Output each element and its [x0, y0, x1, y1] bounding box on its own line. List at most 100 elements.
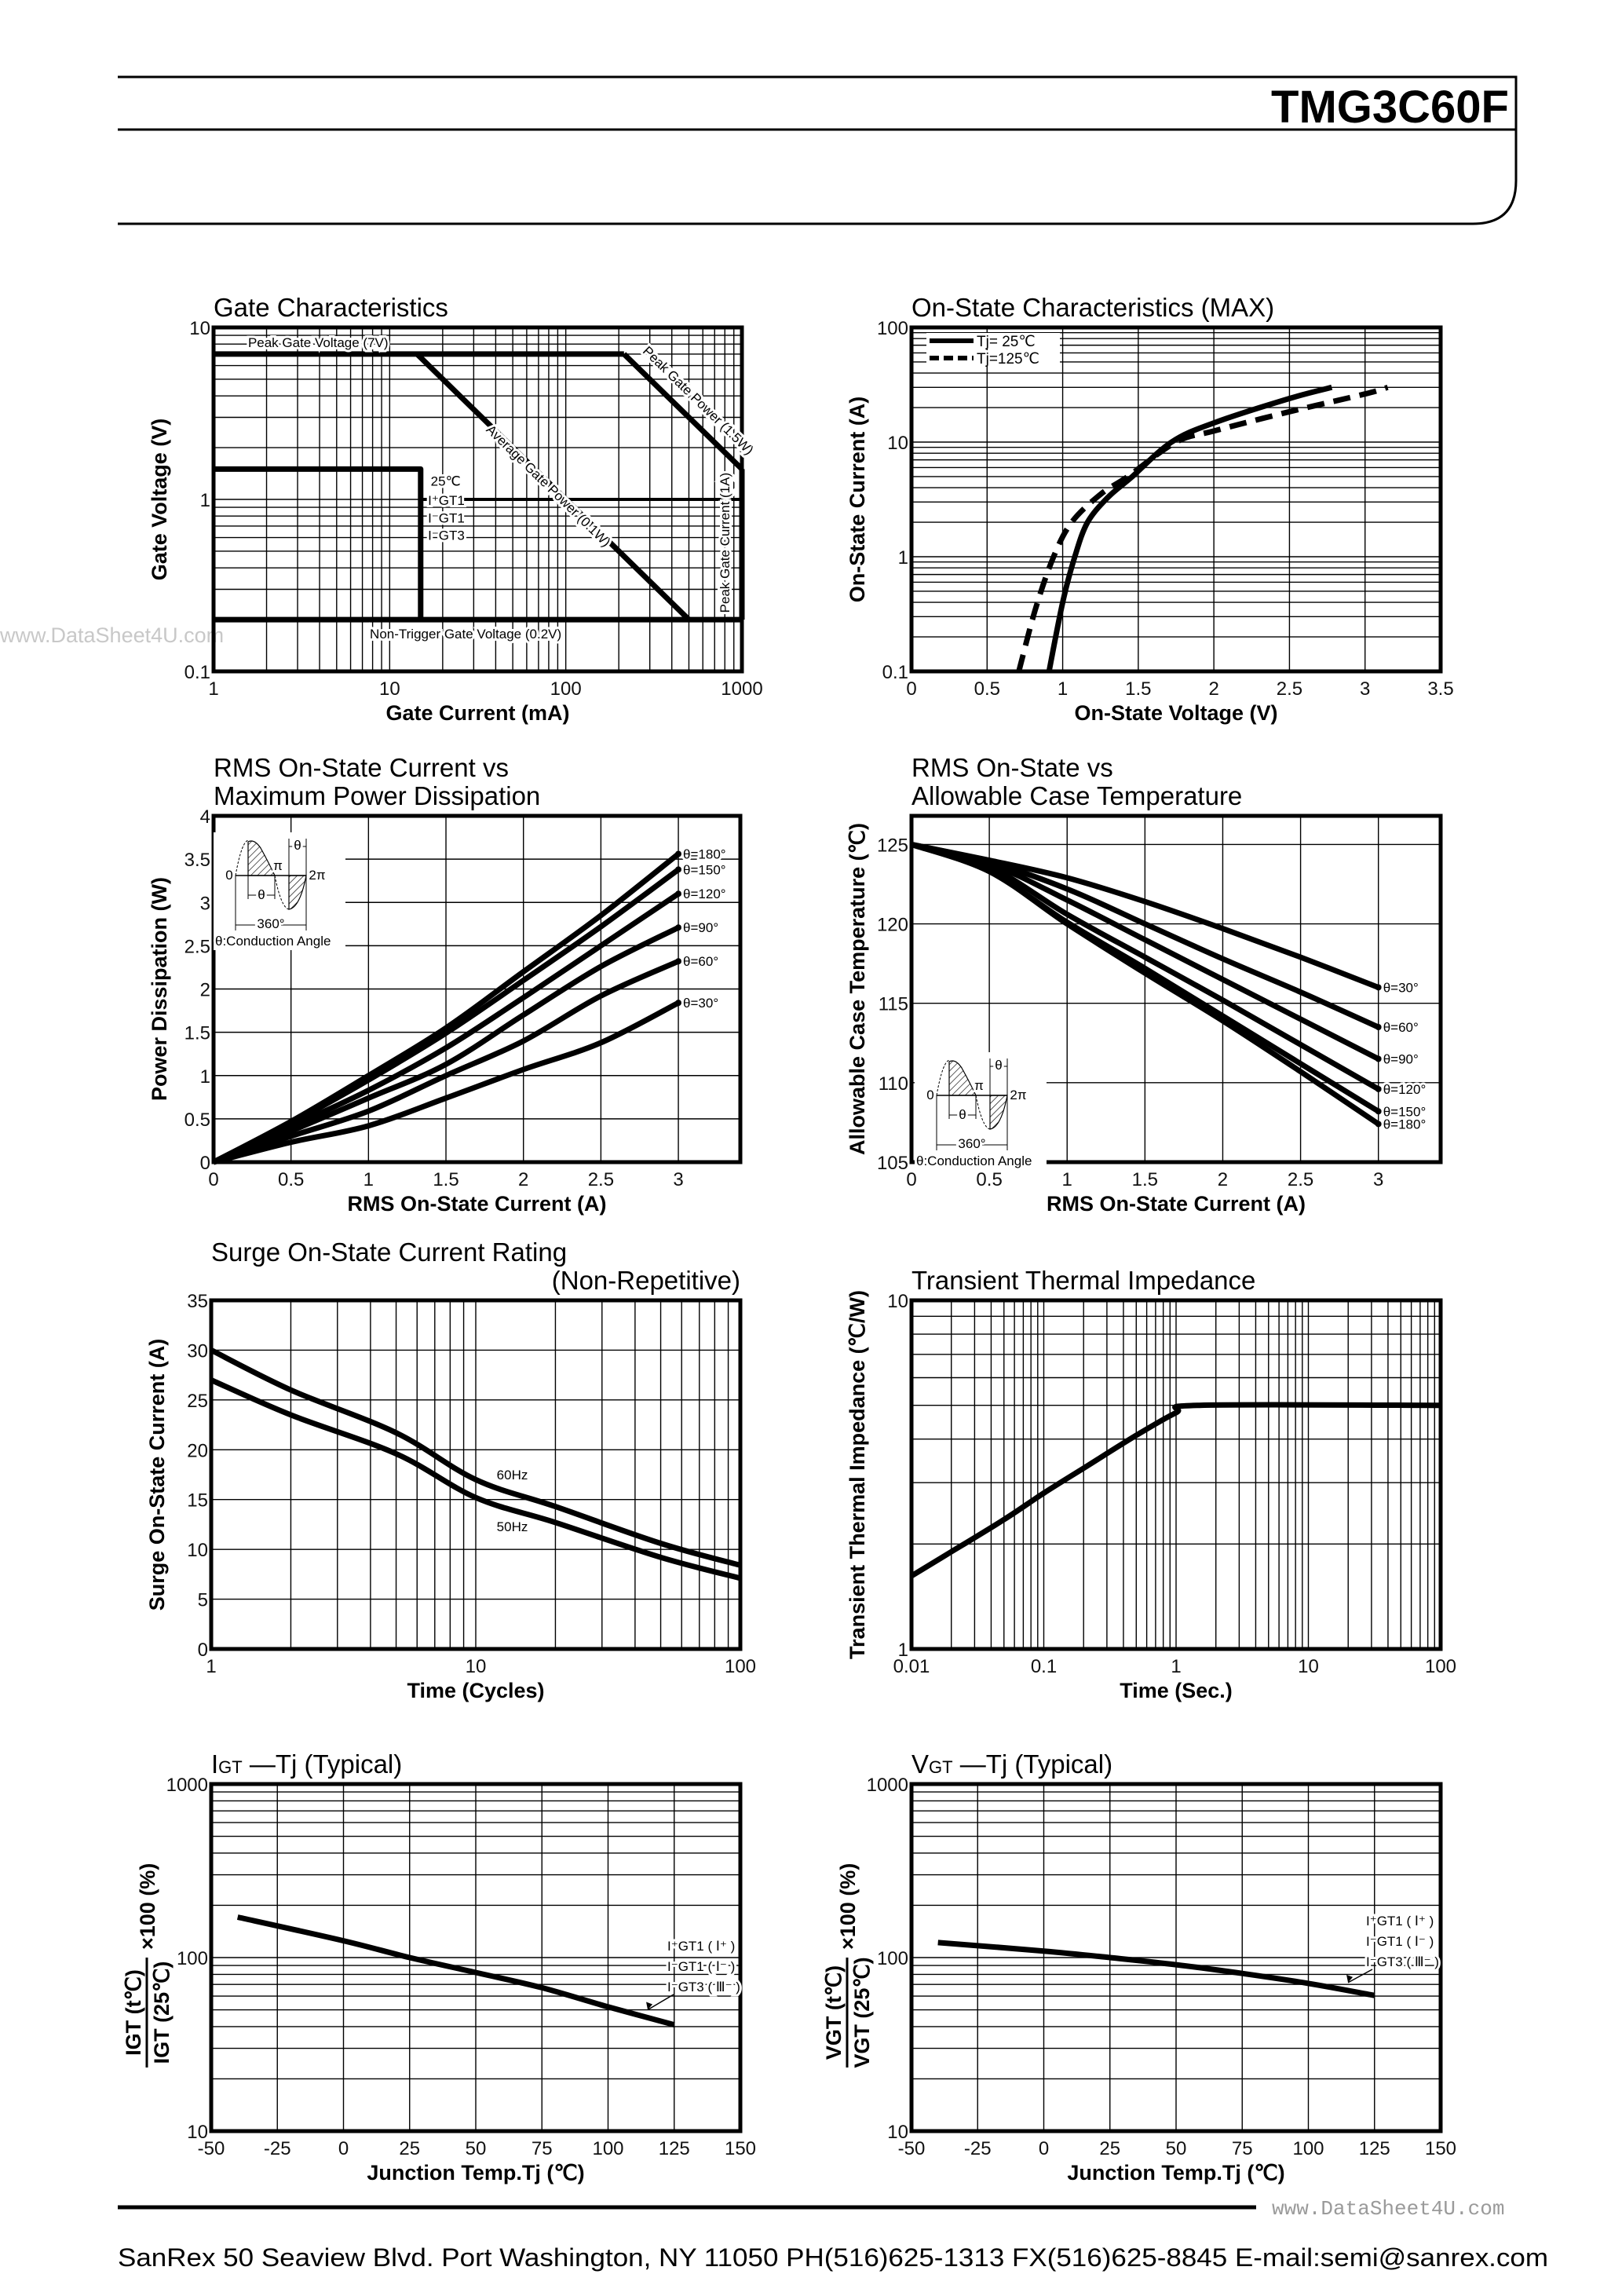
- chart-title: (Non-Repetitive): [552, 1266, 740, 1295]
- series-line: [1046, 384, 1333, 672]
- x-tick-label: 0: [338, 2138, 349, 2159]
- y-tick-label: 110: [879, 1073, 908, 1095]
- arrow-head: [1346, 1974, 1353, 1983]
- header-frame: TMG3C60F: [118, 75, 1518, 225]
- x-tick-label: 50: [1166, 2138, 1187, 2159]
- chart-6: IGT —Tj (Typical) -50 -25 0 25 50 75 100 125 150 1…: [122, 1749, 756, 2184]
- y-tick-label: 1: [898, 547, 908, 569]
- grid: [211, 1784, 740, 2131]
- x-tick-label: 3: [1373, 1169, 1383, 1190]
- series-label: θ=150°: [683, 862, 726, 877]
- y-tick-label: 4: [200, 806, 210, 828]
- x-tick-label: 100: [592, 2138, 623, 2159]
- x-tick-label: 100: [1292, 2138, 1324, 2159]
- series-end-marker: [675, 890, 682, 898]
- y-label-denominator: VGT (25℃): [850, 1957, 874, 2067]
- series-label: θ=90°: [683, 920, 718, 935]
- diagram-label: θ: [959, 1107, 966, 1122]
- y-tick-label: 15: [187, 1490, 208, 1512]
- series-line: [910, 842, 1380, 1127]
- plot-frame: [909, 1782, 1443, 2133]
- legend-label: I⁺GT1 ( Ⅰ⁺ ): [667, 1939, 735, 1954]
- x-tick-label: 10: [1298, 1656, 1319, 1677]
- grid: [911, 1300, 1441, 1649]
- y-axis-label: IGT (t℃) IGT (25℃) ×100 (%): [122, 1863, 174, 2067]
- y-tick-label: 10: [887, 2122, 908, 2143]
- x-tick-label: 1000: [721, 678, 762, 700]
- y-tick-label: 1: [200, 1066, 210, 1088]
- x-tick-label: 0: [1039, 2138, 1049, 2159]
- watermark: www.DataSheet4U.com: [0, 623, 224, 647]
- x-axis-label: Time (Sec.): [1120, 1679, 1233, 1702]
- y-tick-label: 10: [887, 433, 908, 454]
- series-label: θ=120°: [1383, 1082, 1427, 1097]
- x-tick-label: 1: [1062, 1169, 1072, 1190]
- series-end-marker: [675, 924, 682, 931]
- diagram-label: 360°: [958, 1136, 985, 1151]
- y-tick-label: 20: [187, 1440, 208, 1461]
- chart-title: On-State Characteristics (MAX): [911, 293, 1274, 322]
- series-end-marker: [675, 866, 682, 873]
- legend-arrow: [647, 1994, 674, 2011]
- plot-frame: [909, 813, 1443, 1164]
- series-label: θ=60°: [683, 954, 718, 969]
- y-axis-label: Gate Voltage (V): [148, 419, 171, 581]
- x-axis-label: Junction Temp.Tj (℃): [367, 2161, 584, 2184]
- series-line: [1016, 384, 1389, 672]
- series-line: [210, 1347, 741, 1568]
- y-tick-label: 3.5: [184, 850, 210, 871]
- series-line: [214, 466, 424, 620]
- x-tick-label: -25: [264, 2138, 291, 2159]
- diagram-label: 2π: [309, 868, 325, 883]
- x-tick-label: 2.5: [1277, 678, 1302, 700]
- x-tick-label: 2: [1218, 1169, 1228, 1190]
- x-tick-label: -25: [964, 2138, 992, 2159]
- plot-frame: [209, 1298, 743, 1651]
- x-tick-label: -50: [198, 2138, 225, 2159]
- x-axis-label: Gate Current (mA): [385, 701, 569, 725]
- chart-title: Surge On-State Current Rating: [211, 1238, 567, 1267]
- x-tick-label: 0: [906, 678, 916, 700]
- x-tick-label: 0.5: [974, 678, 1000, 700]
- y-axis-label: Allowable Case Temperature (℃): [846, 823, 869, 1155]
- part-number: TMG3C60F: [1271, 82, 1509, 133]
- y-axis-label: Power Dissipation (W): [148, 877, 171, 1101]
- y-tick-label: 0: [198, 1640, 208, 1661]
- series-line: [212, 959, 680, 1165]
- x-tick-label: 25: [1099, 2138, 1120, 2159]
- y-label-suffix: ×100 (%): [836, 1863, 860, 1950]
- plot-frame: [909, 1298, 1443, 1651]
- series-line: [213, 1000, 680, 1165]
- x-tick-label: 3: [673, 1169, 683, 1190]
- grid: [911, 327, 1441, 671]
- series-end-marker: [1375, 1024, 1382, 1031]
- y-tick-label: 0: [200, 1153, 210, 1174]
- grid: [211, 1300, 740, 1649]
- x-tick-label: 10: [379, 678, 400, 700]
- legend-label: I⁻GT3 ( Ⅲ⁻ ): [1366, 1954, 1439, 1969]
- series-label: 60Hz: [497, 1468, 528, 1483]
- annotation: Peak Gate Voltage (7V): [248, 335, 389, 350]
- y-axis-label: Surge On-State Current (A): [145, 1339, 169, 1611]
- y-tick-label: 3: [200, 893, 210, 914]
- series-line: [236, 1914, 675, 2027]
- legend: Tj= 25℃Tj=125℃: [926, 333, 1060, 367]
- diagram-label: 2π: [1010, 1088, 1026, 1102]
- x-tick-label: 125: [659, 2138, 690, 2159]
- x-tick-label: 2: [1208, 678, 1218, 700]
- chart-7: VGT —Tj (Typical) -50 -25 0 25 50 75 100 125 150 1…: [822, 1749, 1456, 2184]
- x-tick-label: 1.5: [433, 1169, 458, 1190]
- series-label: θ=60°: [1383, 1020, 1419, 1035]
- diagram-label: π: [273, 858, 283, 873]
- y-tick-label: 1000: [867, 1775, 908, 1796]
- y-label-numerator: IGT (t℃): [122, 1969, 145, 2056]
- y-tick-label: 100: [877, 1948, 908, 1969]
- grid: [214, 816, 740, 1162]
- x-tick-label: 150: [725, 2138, 756, 2159]
- arrow-head: [646, 2002, 653, 2010]
- y-label-denominator: IGT (25℃): [150, 1961, 174, 2064]
- series-end-marker: [1375, 1121, 1382, 1128]
